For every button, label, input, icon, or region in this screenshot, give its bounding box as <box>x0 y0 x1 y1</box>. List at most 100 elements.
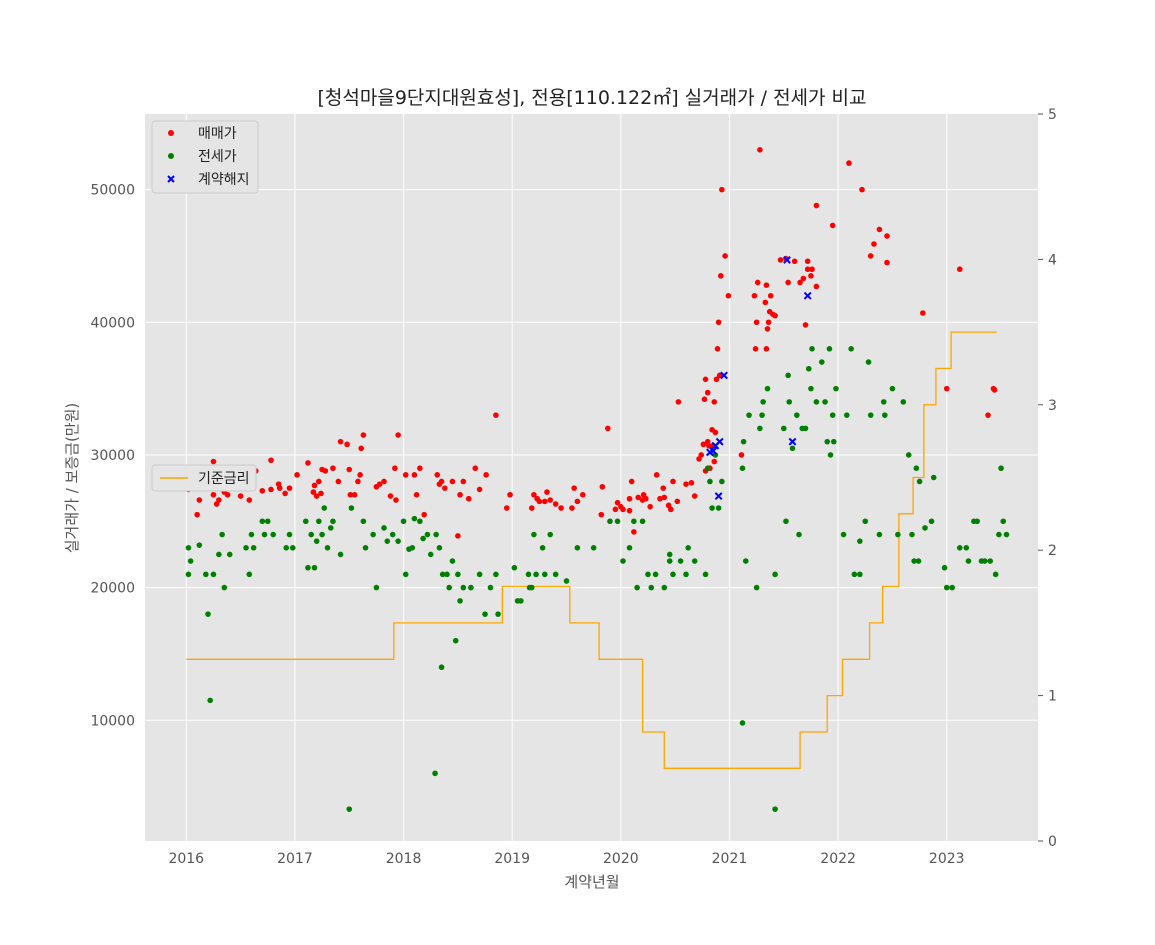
x-tick-label: 2023 <box>929 851 965 867</box>
point-cancelled <box>709 447 718 455</box>
point-jeonse <box>889 385 896 392</box>
point-jeonse <box>882 412 888 418</box>
point-sale <box>294 472 300 478</box>
point-jeonse <box>848 346 854 352</box>
point-jeonse <box>648 584 655 591</box>
point-sale <box>764 326 771 332</box>
point-sale <box>402 472 409 478</box>
point-jeonse <box>221 584 228 591</box>
point-sale <box>628 478 635 485</box>
point-jeonse <box>205 611 211 617</box>
point-jeonse <box>634 584 640 591</box>
point-sale <box>282 490 288 497</box>
point-jeonse <box>528 584 535 591</box>
point-jeonse <box>207 697 213 704</box>
point-sale <box>752 346 759 352</box>
point-jeonse <box>772 806 778 812</box>
point-cancelled <box>803 291 812 300</box>
point-jeonse <box>411 515 418 522</box>
point-sale <box>531 491 537 498</box>
point-jeonse <box>264 518 271 525</box>
point-jeonse <box>796 531 802 538</box>
point-jeonse <box>824 438 831 445</box>
rate-legend-label: 기준금리 <box>198 471 250 487</box>
point-sale <box>604 425 611 432</box>
point-jeonse <box>302 518 309 525</box>
point-jeonse <box>911 558 917 564</box>
point-sale <box>643 495 649 502</box>
point-jeonse <box>895 531 901 538</box>
point-jeonse <box>533 571 539 578</box>
point-sale <box>757 147 763 153</box>
point-sale <box>717 273 724 279</box>
point-sale <box>802 322 809 328</box>
point-jeonse <box>780 425 787 432</box>
point-jeonse <box>319 531 325 538</box>
point-jeonse <box>590 545 597 551</box>
point-sale <box>438 478 445 485</box>
point-sale <box>722 253 728 259</box>
point-sale <box>683 481 689 487</box>
point-sale <box>472 465 479 472</box>
point-jeonse <box>389 531 396 538</box>
point-jeonse <box>822 399 828 405</box>
point-jeonse <box>283 545 290 551</box>
point-jeonse <box>259 518 266 525</box>
point-jeonse <box>370 531 376 538</box>
point-jeonse <box>685 545 691 551</box>
point-jeonse <box>330 518 336 525</box>
point-sale <box>701 396 708 403</box>
point-jeonse <box>270 531 276 538</box>
point-jeonse <box>541 571 548 578</box>
point-jeonse <box>420 535 426 542</box>
rate-legend: 기준금리 <box>151 464 257 492</box>
point-sale <box>503 505 510 511</box>
point-sale <box>411 472 418 478</box>
point-sale <box>767 292 774 299</box>
point-jeonse <box>740 438 747 445</box>
point-jeonse <box>436 545 443 551</box>
point-jeonse <box>620 558 626 564</box>
point-sale <box>829 222 836 229</box>
point-jeonse <box>916 478 923 485</box>
point-jeonse <box>702 571 709 578</box>
point-jeonse <box>495 611 501 617</box>
point-sale <box>791 258 798 265</box>
point-sale <box>620 506 626 513</box>
point-jeonse <box>691 558 698 564</box>
y2-tick-label: 0 <box>1048 834 1057 850</box>
point-sale <box>544 489 550 495</box>
point-jeonse <box>652 571 659 578</box>
point-jeonse <box>187 558 194 564</box>
x-tick-label: 2018 <box>386 851 422 867</box>
y-tick-label: 40000 <box>90 315 135 331</box>
point-jeonse <box>321 505 328 511</box>
point-jeonse <box>783 518 789 525</box>
point-sale <box>738 452 745 458</box>
point-jeonse <box>794 412 800 418</box>
point-jeonse <box>829 412 836 418</box>
rate-line-layer <box>186 331 997 769</box>
point-cancelled <box>720 371 728 380</box>
point-sale <box>360 432 367 438</box>
point-sale <box>704 389 711 396</box>
point-jeonse <box>196 542 203 548</box>
point-sale <box>691 493 698 499</box>
point-sale <box>813 202 820 209</box>
point-jeonse <box>384 538 391 544</box>
point-sale <box>417 465 423 472</box>
point-jeonse <box>900 399 907 405</box>
point-jeonse <box>786 399 793 405</box>
point-jeonse <box>661 584 668 591</box>
point-jeonse <box>813 399 820 405</box>
point-jeonse <box>360 518 367 525</box>
point-jeonse <box>337 551 344 558</box>
point-sale <box>698 452 705 458</box>
point-sale <box>763 346 770 352</box>
point-jeonse <box>772 571 778 578</box>
point-sale <box>558 505 564 511</box>
point-sale <box>808 273 814 279</box>
point-jeonse <box>348 505 355 511</box>
point-jeonse <box>809 346 815 352</box>
